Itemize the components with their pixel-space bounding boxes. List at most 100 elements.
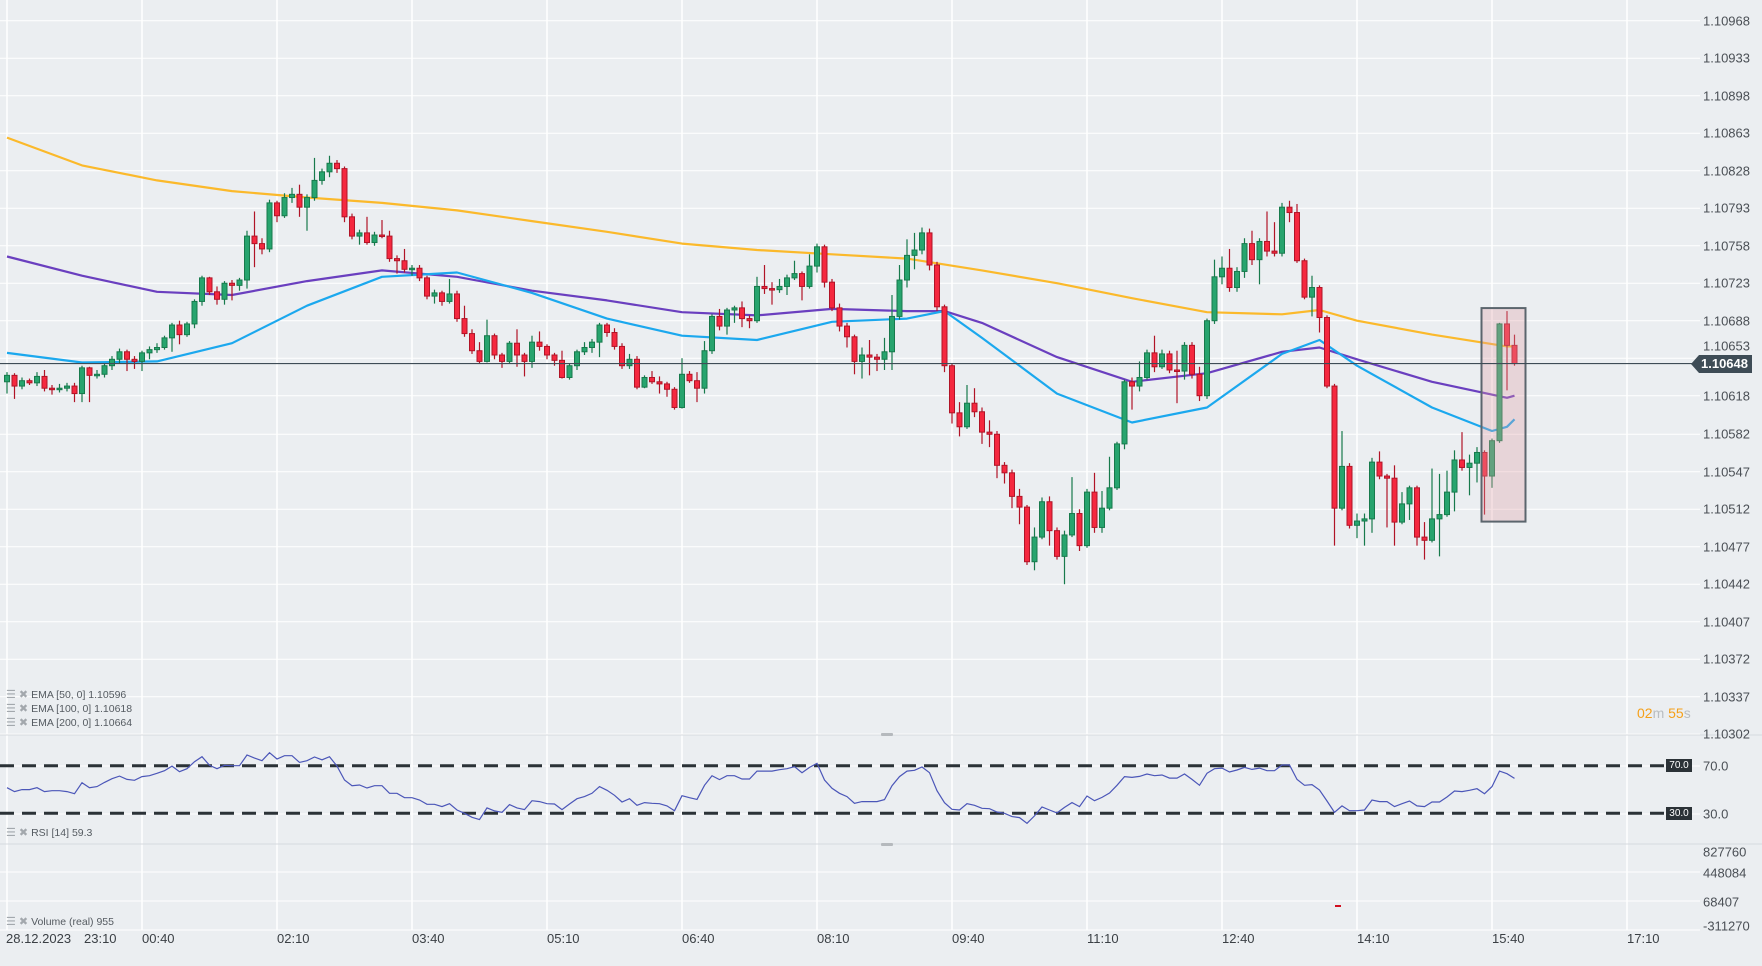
- hamburger-icon[interactable]: ☰: [6, 717, 16, 729]
- candle: [146, 346, 153, 360]
- close-icon[interactable]: ✖: [18, 827, 29, 839]
- candle-body: [731, 307, 738, 311]
- candle: [761, 265, 768, 294]
- candle: [1159, 349, 1165, 369]
- candle-body: [64, 385, 70, 389]
- candle: [1189, 342, 1195, 379]
- hamburger-icon[interactable]: ☰: [6, 916, 16, 928]
- candle-body: [169, 324, 175, 339]
- candle: [491, 333, 498, 360]
- candle-body: [221, 282, 228, 300]
- candle: [934, 261, 940, 312]
- candle-body: [1054, 530, 1060, 557]
- candle-body: [536, 341, 543, 347]
- pane-resize-handle[interactable]: [881, 733, 893, 736]
- candle: [1181, 342, 1188, 380]
- candle-body: [1144, 352, 1150, 378]
- candle-body: [949, 365, 955, 414]
- candle-body: [844, 325, 850, 338]
- candle-body: [589, 341, 595, 348]
- candle-body: [679, 373, 685, 408]
- candle: [1421, 522, 1428, 560]
- candle: [371, 231, 378, 246]
- candle: [806, 254, 813, 289]
- candle-body: [1489, 440, 1495, 477]
- candle: [1361, 513, 1368, 546]
- candle-body: [386, 235, 393, 260]
- candle-body: [619, 345, 625, 367]
- candle-body: [544, 345, 550, 356]
- candle-body: [184, 323, 190, 336]
- candle: [19, 377, 25, 390]
- candle-body: [1286, 206, 1293, 214]
- candle-body: [461, 318, 468, 335]
- candle-body: [1121, 381, 1128, 445]
- candle-body: [1324, 317, 1330, 387]
- candle: [829, 278, 835, 312]
- candle-body: [701, 350, 708, 389]
- candle-body: [919, 232, 925, 251]
- close-icon[interactable]: ✖: [18, 916, 29, 928]
- candle-body: [41, 375, 48, 389]
- candle: [199, 275, 205, 306]
- close-icon[interactable]: ✖: [18, 689, 29, 701]
- candle-body: [829, 281, 835, 309]
- candle-body: [281, 197, 288, 217]
- candle-body: [1436, 514, 1443, 520]
- candle: [926, 228, 933, 271]
- candle: [221, 281, 228, 305]
- rsi-level-tag-70: 70.0: [1666, 759, 1692, 772]
- time-axis-label: 23:10: [84, 931, 117, 946]
- candle-body: [491, 335, 498, 356]
- candle: [769, 282, 775, 305]
- candle-body: [671, 388, 678, 408]
- candle: [206, 276, 213, 296]
- candle-body: [1346, 465, 1353, 526]
- candle: [679, 358, 685, 409]
- candle: [131, 356, 138, 369]
- candle-body: [934, 264, 940, 308]
- candle-body: [814, 246, 820, 267]
- candle-body: [791, 273, 798, 279]
- candle-body: [304, 197, 310, 208]
- pane-resize-handle[interactable]: [881, 843, 893, 846]
- candle-body: [1459, 459, 1465, 468]
- volume-axis-label: 827760: [1703, 844, 1747, 860]
- hamburger-icon[interactable]: ☰: [6, 703, 16, 715]
- legend-ema50[interactable]: ☰ ✖ EMA [50, 0] 1.10596: [6, 689, 126, 701]
- legend-ema100[interactable]: ☰ ✖ EMA [100, 0] 1.10618: [6, 703, 132, 715]
- candle-countdown: 02m 55s: [1637, 705, 1691, 721]
- candle: [1474, 447, 1480, 483]
- rsi-line: [6, 751, 1515, 825]
- candle: [1339, 431, 1345, 511]
- candle-body: [1136, 376, 1143, 387]
- hamburger-icon[interactable]: ☰: [6, 827, 16, 839]
- candle: [506, 341, 513, 364]
- candle: [874, 353, 880, 372]
- candle: [566, 363, 573, 380]
- close-icon[interactable]: ✖: [18, 717, 29, 729]
- time-axis-label: 05:10: [547, 931, 580, 946]
- hamburger-icon[interactable]: ☰: [6, 689, 16, 701]
- candle-body: [4, 374, 10, 383]
- legend-volume-label: Volume (real) 955: [31, 916, 114, 928]
- candle: [716, 308, 723, 331]
- legend-volume[interactable]: ☰ ✖ Volume (real) 955: [6, 916, 114, 928]
- candle: [1384, 473, 1390, 528]
- candle-body: [1016, 495, 1023, 508]
- close-icon[interactable]: ✖: [18, 703, 29, 715]
- candle-body: [79, 367, 85, 395]
- candle-body: [1189, 344, 1195, 375]
- rsi-axis-label-30: 30.0: [1703, 806, 1729, 822]
- candle: [79, 365, 85, 403]
- candle-body: [1204, 320, 1210, 397]
- candle: [1414, 485, 1420, 546]
- candle: [866, 340, 873, 376]
- candle: [499, 352, 505, 368]
- candle: [881, 337, 888, 370]
- candle-body: [1166, 353, 1173, 371]
- legend-rsi[interactable]: ☰ ✖ RSI [14] 59.3: [6, 827, 92, 839]
- legend-ema200[interactable]: ☰ ✖ EMA [200, 0] 1.10664: [6, 717, 132, 729]
- candle-body: [1099, 507, 1105, 528]
